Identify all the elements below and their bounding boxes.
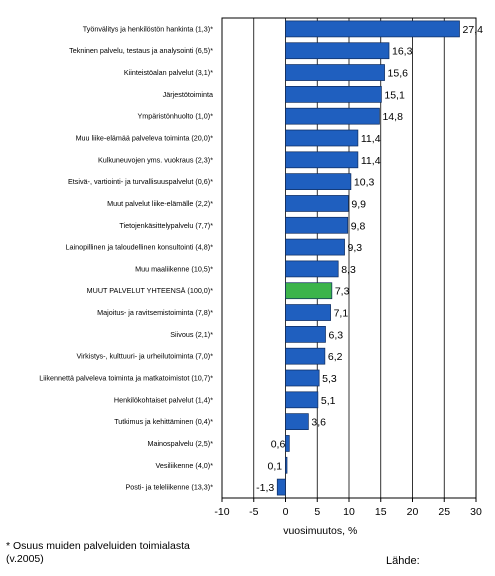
category-label: Vesiliikenne (4,0)*	[155, 461, 213, 470]
bar	[285, 369, 320, 387]
category-label: Tutkimus ja kehittäminen (0,4)*	[114, 417, 213, 426]
bar	[285, 238, 345, 256]
value-label: 9,3	[348, 242, 363, 254]
category-label: Muu liike-elämää palveleva toiminta (20,…	[76, 134, 214, 143]
category-label: Tekninen palvelu, testaus ja analysointi…	[69, 46, 213, 55]
value-label: 11,4	[361, 133, 381, 145]
category-label: Virkistys-, kulttuuri- ja urheilutoimint…	[77, 352, 214, 361]
bar	[285, 347, 326, 365]
x-tick-label: 30	[470, 506, 482, 518]
category-label: MUUT PALVELUT YHTEENSÄ (100,0)*	[87, 286, 214, 295]
bar-chart: -10 -5 0 5 10 15 20 25 30 Työnvälitys ja henkilös…	[39, 17, 483, 537]
bar	[285, 282, 333, 300]
value-label: 9,8	[351, 220, 366, 232]
bar	[285, 260, 339, 278]
x-tick-label: 5	[314, 506, 320, 518]
x-tick-label: 25	[438, 506, 450, 518]
category-label: Majoitus- ja ravitsemistoiminta (7,8)*	[97, 308, 213, 317]
bar	[285, 173, 352, 190]
bar	[285, 42, 390, 60]
value-label: 8,3	[341, 264, 356, 276]
category-label: Ympäristönhuolto (1,0)*	[137, 112, 213, 121]
category-label: Työnvälitys ja henkilöstön hankinta (1,3…	[83, 24, 213, 33]
bar	[285, 216, 349, 234]
bar	[285, 456, 288, 474]
value-label: 6,2	[328, 351, 343, 363]
bar	[285, 20, 460, 38]
category-label: Muu maaliikenne (10,5)*	[135, 264, 213, 273]
bar	[285, 195, 349, 212]
category-label: Mainospalvelu (2,5)*	[147, 439, 213, 448]
category-label: Muut palvelut liike-elämälle (2,2)*	[107, 199, 213, 208]
footnote: * Osuus muiden palveluiden toimialasta (…	[6, 540, 190, 565]
value-label: 11,4	[361, 155, 381, 167]
bar	[285, 129, 359, 147]
x-tick-label: 0	[283, 506, 289, 518]
x-tick-label: -5	[249, 506, 258, 518]
value-label: 5,3	[322, 373, 337, 385]
value-label: 0,1	[268, 460, 283, 472]
source-label: Lähde:	[386, 555, 420, 567]
value-label: 5,1	[321, 395, 336, 407]
bar	[285, 326, 326, 343]
value-label: 9,9	[351, 198, 366, 210]
value-label: 7,3	[335, 286, 350, 298]
category-label: Posti- ja teleliikenne (13,3)*	[126, 483, 214, 492]
bar	[285, 413, 309, 430]
bar	[285, 304, 331, 321]
category-label: Kiinteistöalan palvelut (3,1)*	[124, 68, 213, 77]
category-label: Etsivä-, vartiointi- ja turvallisuuspalv…	[68, 177, 213, 186]
bar	[285, 391, 319, 409]
value-label: 27,4	[462, 24, 483, 36]
x-tick-label: 20	[407, 506, 419, 518]
value-label: 16,3	[392, 46, 413, 58]
category-label: Liikennettä palveleva toiminta ja matkat…	[39, 374, 213, 383]
category-label: Järjestötoiminta	[163, 90, 213, 99]
value-label: 15,6	[388, 68, 409, 80]
category-label: Kulkuneuvojen yms. vuokraus (2,3)*	[98, 155, 213, 164]
category-label: Henkilökohtaiset palvelut (1,4)*	[114, 395, 213, 404]
value-label: 7,1	[334, 308, 349, 320]
bar	[285, 64, 385, 81]
category-label: Siivous (2,1)*	[170, 330, 213, 339]
x-tick-label: -10	[214, 506, 229, 518]
bar	[285, 86, 382, 103]
value-label: 0,6	[271, 438, 286, 450]
x-tick-label: 15	[375, 506, 387, 518]
category-label: Lainopillinen ja taloudellinen konsultoi…	[66, 243, 214, 252]
value-label: 14,8	[382, 111, 403, 123]
bar	[276, 478, 286, 496]
value-label: 6,3	[329, 329, 344, 341]
x-tick-label: 10	[343, 506, 355, 518]
value-label: 15,1	[384, 89, 405, 101]
x-axis-title: vuosimuutos, %	[283, 525, 357, 537]
category-label: Tietojenkäsittelypalvelu (7,7)*	[119, 221, 213, 230]
value-label: 10,3	[354, 177, 375, 189]
bar	[285, 435, 290, 452]
value-label: 3,6	[311, 417, 326, 429]
bar	[285, 151, 359, 169]
value-label: -1,3	[256, 482, 274, 494]
bar	[285, 107, 380, 125]
